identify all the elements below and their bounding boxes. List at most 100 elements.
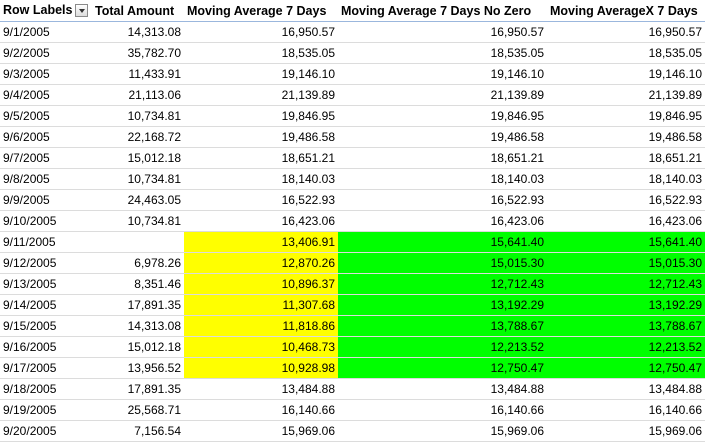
total-amount-cell[interactable]: 10,734.81: [92, 168, 184, 190]
moving-averagex-7-days-cell[interactable]: 16,522.93: [547, 189, 705, 211]
moving-average-7-days-no-zero-cell[interactable]: 13,192.29: [338, 294, 547, 316]
total-amount-cell[interactable]: 10,734.81: [92, 210, 184, 232]
row-label-cell[interactable]: 9/5/2005: [0, 105, 92, 127]
moving-average-7-days-cell[interactable]: 19,486.58: [184, 126, 338, 148]
moving-average-7-days-cell[interactable]: 11,307.68: [184, 294, 338, 316]
total-amount-cell[interactable]: 6,978.26: [92, 252, 184, 274]
moving-averagex-7-days-cell[interactable]: 12,750.47: [547, 357, 705, 379]
row-label-cell[interactable]: 9/17/2005: [0, 357, 92, 379]
moving-average-7-days-cell[interactable]: 19,146.10: [184, 63, 338, 85]
moving-average-7-days-no-zero-cell[interactable]: 13,788.67: [338, 315, 547, 337]
moving-average-7-days-no-zero-cell[interactable]: 16,522.93: [338, 189, 547, 211]
row-label-cell[interactable]: 9/6/2005: [0, 126, 92, 148]
moving-averagex-7-days-cell[interactable]: 13,192.29: [547, 294, 705, 316]
row-label-cell[interactable]: 9/18/2005: [0, 378, 92, 400]
moving-average-7-days-no-zero-cell[interactable]: 16,950.57: [338, 21, 547, 43]
total-amount-cell[interactable]: 17,891.35: [92, 378, 184, 400]
moving-averagex-7-days-cell[interactable]: 16,140.66: [547, 399, 705, 421]
moving-average-7-days-no-zero-cell[interactable]: 12,213.52: [338, 336, 547, 358]
moving-average-7-days-cell[interactable]: 19,846.95: [184, 105, 338, 127]
moving-averagex-7-days-cell[interactable]: 19,146.10: [547, 63, 705, 85]
moving-average-7-days-cell[interactable]: 13,406.91: [184, 231, 338, 253]
moving-average-7-days-header[interactable]: Moving Average 7 Days: [184, 0, 338, 22]
moving-average-7-days-no-zero-cell[interactable]: 16,423.06: [338, 210, 547, 232]
moving-averagex-7-days-cell[interactable]: 16,423.06: [547, 210, 705, 232]
moving-averagex-7-days-cell[interactable]: 15,015.30: [547, 252, 705, 274]
row-label-cell[interactable]: 9/13/2005: [0, 273, 92, 295]
moving-average-7-days-no-zero-cell[interactable]: 12,712.43: [338, 273, 547, 295]
moving-average-7-days-cell[interactable]: 18,535.05: [184, 42, 338, 64]
row-label-cell[interactable]: 9/10/2005: [0, 210, 92, 232]
row-label-cell[interactable]: 9/12/2005: [0, 252, 92, 274]
moving-average-7-days-no-zero-cell[interactable]: 15,641.40: [338, 231, 547, 253]
total-amount-cell[interactable]: 15,012.18: [92, 336, 184, 358]
total-amount-cell[interactable]: 13,956.52: [92, 357, 184, 379]
moving-averagex-7-days-cell[interactable]: 19,846.95: [547, 105, 705, 127]
moving-average-7-days-cell[interactable]: 16,140.66: [184, 399, 338, 421]
dropdown-filter-icon[interactable]: [75, 3, 89, 17]
moving-averagex-7-days-cell[interactable]: 12,712.43: [547, 273, 705, 295]
moving-averagex-7-days-cell[interactable]: 16,950.57: [547, 21, 705, 43]
total-amount-cell[interactable]: 35,782.70: [92, 42, 184, 64]
moving-average-7-days-cell[interactable]: 21,139.89: [184, 84, 338, 106]
moving-averagex-7-days-header[interactable]: Moving AverageX 7 Days: [547, 0, 705, 22]
row-labels-header[interactable]: Row Labels: [0, 0, 92, 22]
row-label-cell[interactable]: 9/7/2005: [0, 147, 92, 169]
row-label-cell[interactable]: 9/8/2005: [0, 168, 92, 190]
moving-average-7-days-no-zero-cell[interactable]: 15,969.06: [338, 420, 547, 442]
moving-average-7-days-cell[interactable]: 16,522.93: [184, 189, 338, 211]
moving-average-7-days-no-zero-cell[interactable]: 18,535.05: [338, 42, 547, 64]
moving-average-7-days-no-zero-cell[interactable]: 15,015.30: [338, 252, 547, 274]
row-label-cell[interactable]: 9/11/2005: [0, 231, 92, 253]
moving-average-7-days-no-zero-cell[interactable]: 13,484.88: [338, 378, 547, 400]
moving-average-7-days-no-zero-header[interactable]: Moving Average 7 Days No Zero: [338, 0, 547, 22]
moving-averagex-7-days-cell[interactable]: 19,486.58: [547, 126, 705, 148]
moving-average-7-days-no-zero-cell[interactable]: 19,486.58: [338, 126, 547, 148]
moving-average-7-days-cell[interactable]: 18,140.03: [184, 168, 338, 190]
total-amount-cell[interactable]: 14,313.08: [92, 21, 184, 43]
total-amount-cell[interactable]: 17,891.35: [92, 294, 184, 316]
moving-averagex-7-days-cell[interactable]: 15,969.06: [547, 420, 705, 442]
moving-average-7-days-no-zero-cell[interactable]: 19,146.10: [338, 63, 547, 85]
moving-averagex-7-days-cell[interactable]: 18,651.21: [547, 147, 705, 169]
moving-averagex-7-days-cell[interactable]: 13,484.88: [547, 378, 705, 400]
moving-averagex-7-days-cell[interactable]: 21,139.89: [547, 84, 705, 106]
moving-average-7-days-no-zero-cell[interactable]: 18,651.21: [338, 147, 547, 169]
moving-average-7-days-no-zero-cell[interactable]: 21,139.89: [338, 84, 547, 106]
moving-average-7-days-no-zero-cell[interactable]: 19,846.95: [338, 105, 547, 127]
moving-averagex-7-days-cell[interactable]: 15,641.40: [547, 231, 705, 253]
row-label-cell[interactable]: 9/19/2005: [0, 399, 92, 421]
row-label-cell[interactable]: 9/2/2005: [0, 42, 92, 64]
row-label-cell[interactable]: 9/3/2005: [0, 63, 92, 85]
row-label-cell[interactable]: 9/4/2005: [0, 84, 92, 106]
moving-average-7-days-no-zero-cell[interactable]: 18,140.03: [338, 168, 547, 190]
total-amount-cell[interactable]: 24,463.05: [92, 189, 184, 211]
total-amount-cell[interactable]: 15,012.18: [92, 147, 184, 169]
total-amount-cell[interactable]: 22,168.72: [92, 126, 184, 148]
row-label-cell[interactable]: 9/15/2005: [0, 315, 92, 337]
row-label-cell[interactable]: 9/20/2005: [0, 420, 92, 442]
total-amount-header[interactable]: Total Amount: [92, 0, 184, 22]
total-amount-cell[interactable]: 7,156.54: [92, 420, 184, 442]
moving-average-7-days-cell[interactable]: 10,468.73: [184, 336, 338, 358]
moving-average-7-days-no-zero-cell[interactable]: 12,750.47: [338, 357, 547, 379]
total-amount-cell[interactable]: [92, 231, 184, 253]
moving-averagex-7-days-cell[interactable]: 18,140.03: [547, 168, 705, 190]
moving-average-7-days-cell[interactable]: 10,928.98: [184, 357, 338, 379]
row-label-cell[interactable]: 9/1/2005: [0, 21, 92, 43]
moving-average-7-days-no-zero-cell[interactable]: 16,140.66: [338, 399, 547, 421]
total-amount-cell[interactable]: 10,734.81: [92, 105, 184, 127]
total-amount-cell[interactable]: 25,568.71: [92, 399, 184, 421]
moving-average-7-days-cell[interactable]: 12,870.26: [184, 252, 338, 274]
moving-averagex-7-days-cell[interactable]: 13,788.67: [547, 315, 705, 337]
moving-average-7-days-cell[interactable]: 16,950.57: [184, 21, 338, 43]
moving-averagex-7-days-cell[interactable]: 18,535.05: [547, 42, 705, 64]
moving-average-7-days-cell[interactable]: 18,651.21: [184, 147, 338, 169]
total-amount-cell[interactable]: 21,113.06: [92, 84, 184, 106]
moving-average-7-days-cell[interactable]: 16,423.06: [184, 210, 338, 232]
moving-average-7-days-cell[interactable]: 13,484.88: [184, 378, 338, 400]
moving-average-7-days-cell[interactable]: 10,896.37: [184, 273, 338, 295]
row-label-cell[interactable]: 9/16/2005: [0, 336, 92, 358]
moving-average-7-days-cell[interactable]: 15,969.06: [184, 420, 338, 442]
moving-average-7-days-cell[interactable]: 11,818.86: [184, 315, 338, 337]
